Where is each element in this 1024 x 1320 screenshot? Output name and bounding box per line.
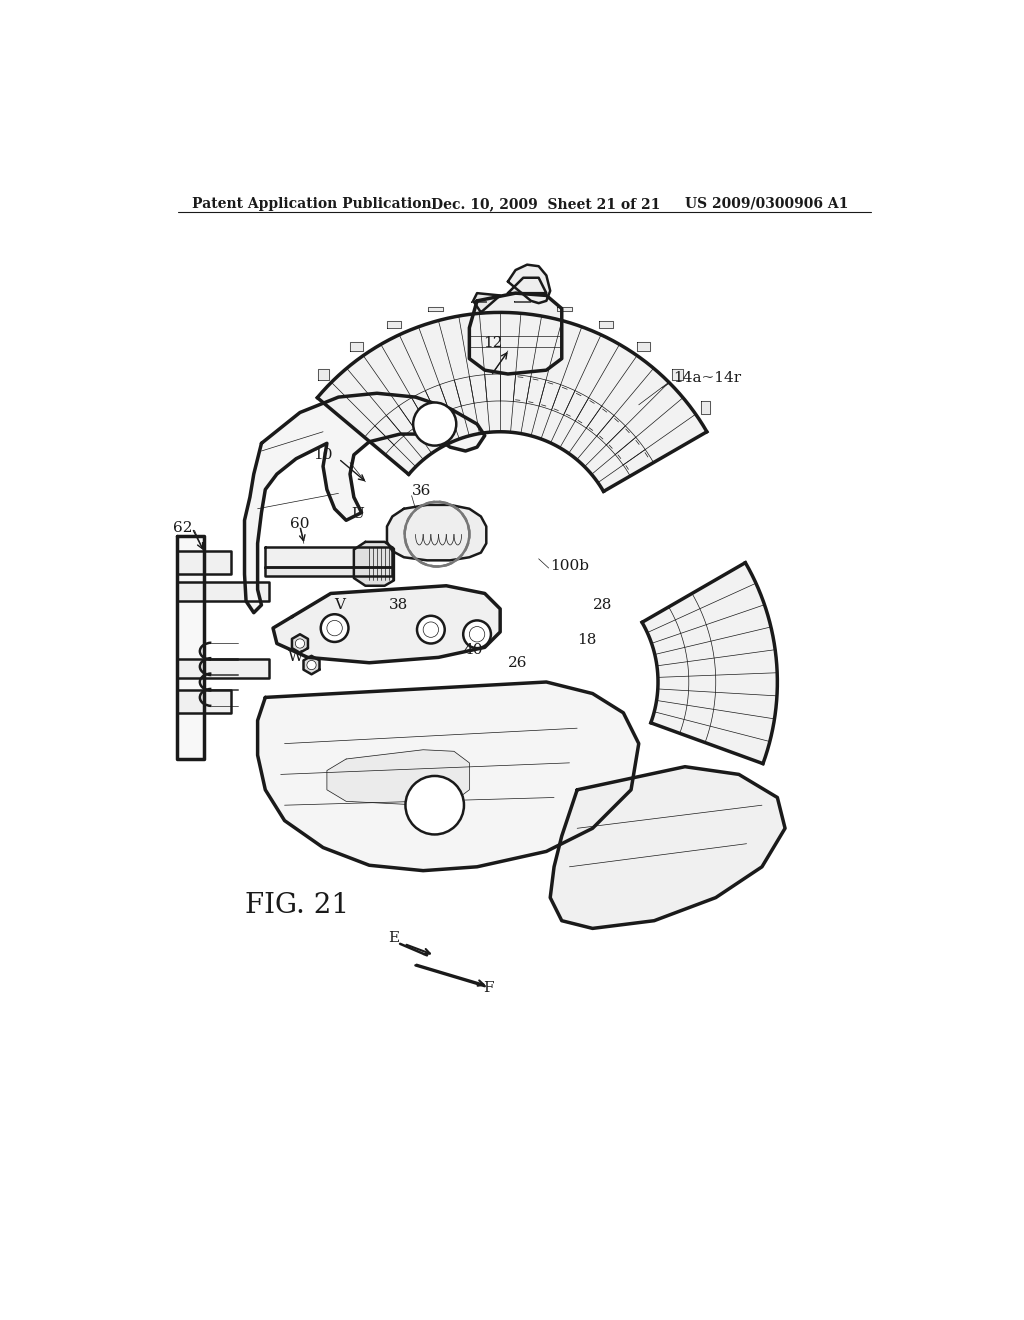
Circle shape bbox=[307, 660, 316, 669]
Polygon shape bbox=[473, 293, 500, 313]
Circle shape bbox=[406, 776, 464, 834]
Text: 40: 40 bbox=[463, 643, 482, 656]
Polygon shape bbox=[177, 582, 269, 601]
Text: 62: 62 bbox=[173, 521, 193, 535]
Polygon shape bbox=[387, 321, 401, 327]
Polygon shape bbox=[642, 562, 777, 764]
Text: 38: 38 bbox=[388, 598, 408, 612]
Polygon shape bbox=[177, 552, 230, 574]
Text: Dec. 10, 2009  Sheet 21 of 21: Dec. 10, 2009 Sheet 21 of 21 bbox=[431, 197, 660, 211]
Polygon shape bbox=[387, 506, 486, 561]
Text: 28: 28 bbox=[593, 598, 612, 612]
Text: 60: 60 bbox=[290, 517, 309, 531]
Polygon shape bbox=[327, 750, 469, 805]
Polygon shape bbox=[700, 401, 710, 414]
Text: 36: 36 bbox=[412, 484, 431, 498]
Polygon shape bbox=[350, 342, 362, 351]
Polygon shape bbox=[258, 682, 639, 871]
Polygon shape bbox=[469, 293, 562, 374]
Circle shape bbox=[423, 622, 438, 638]
Circle shape bbox=[469, 627, 484, 642]
Circle shape bbox=[295, 639, 304, 648]
Text: 18: 18 bbox=[578, 632, 597, 647]
Polygon shape bbox=[428, 308, 442, 312]
Text: 12: 12 bbox=[482, 337, 502, 350]
Polygon shape bbox=[471, 301, 486, 302]
Text: FIG. 21: FIG. 21 bbox=[245, 892, 348, 919]
Polygon shape bbox=[292, 635, 308, 653]
Polygon shape bbox=[672, 368, 683, 380]
Polygon shape bbox=[508, 277, 547, 293]
Polygon shape bbox=[637, 342, 650, 351]
Text: US 2009/0300906 A1: US 2009/0300906 A1 bbox=[685, 197, 848, 211]
Polygon shape bbox=[273, 586, 500, 663]
Text: 26: 26 bbox=[508, 656, 527, 669]
Polygon shape bbox=[177, 689, 230, 713]
Circle shape bbox=[413, 403, 457, 446]
Text: 100b: 100b bbox=[550, 560, 589, 573]
Text: V: V bbox=[335, 598, 345, 612]
Text: 10: 10 bbox=[313, 447, 333, 462]
Circle shape bbox=[417, 615, 444, 644]
Text: 14a~14r: 14a~14r bbox=[674, 371, 741, 385]
Polygon shape bbox=[514, 301, 529, 302]
Polygon shape bbox=[177, 536, 204, 759]
Polygon shape bbox=[177, 659, 269, 678]
Circle shape bbox=[321, 614, 348, 642]
Text: Patent Application Publication: Patent Application Publication bbox=[193, 197, 432, 211]
Text: U: U bbox=[351, 507, 365, 521]
Polygon shape bbox=[557, 308, 572, 312]
Text: E: E bbox=[388, 931, 399, 945]
Polygon shape bbox=[265, 566, 392, 576]
Polygon shape bbox=[303, 656, 319, 675]
Polygon shape bbox=[245, 393, 484, 612]
Circle shape bbox=[463, 620, 490, 648]
Circle shape bbox=[327, 620, 342, 636]
Polygon shape bbox=[317, 368, 329, 380]
Text: F: F bbox=[483, 982, 494, 995]
Polygon shape bbox=[550, 767, 785, 928]
Polygon shape bbox=[354, 543, 394, 586]
Polygon shape bbox=[317, 313, 707, 491]
Polygon shape bbox=[508, 264, 550, 304]
Polygon shape bbox=[265, 548, 392, 566]
Polygon shape bbox=[599, 321, 613, 327]
Text: W: W bbox=[289, 651, 304, 664]
